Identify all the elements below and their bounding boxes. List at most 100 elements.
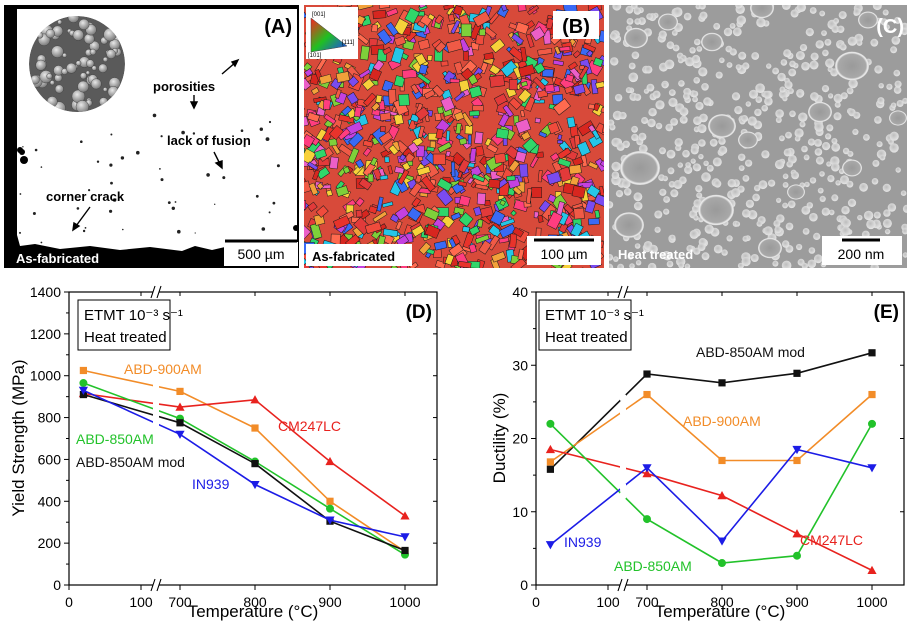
fine-precipitate xyxy=(664,59,675,70)
grain xyxy=(390,46,405,64)
fine-precipitate xyxy=(833,93,843,103)
fine-precipitate xyxy=(882,9,889,16)
fine-precipitate xyxy=(701,252,710,261)
grain xyxy=(537,89,548,99)
fine-precipitate xyxy=(732,27,742,37)
grain xyxy=(532,76,547,91)
fine-precipitate xyxy=(646,13,653,20)
fine-precipitate xyxy=(819,10,826,17)
fine-precipitate xyxy=(638,144,648,154)
data-point xyxy=(175,430,185,439)
fine-precipitate xyxy=(627,253,634,260)
panel-c-state-label: Heat treated xyxy=(618,247,693,262)
chart-e-legend-box xyxy=(538,299,632,351)
grain xyxy=(355,209,363,218)
fine-precipitate xyxy=(649,244,658,254)
grain xyxy=(495,128,510,140)
fine-precipitate xyxy=(685,162,691,168)
chart-d-legend-box xyxy=(77,299,171,351)
chart-e-x-axis-title: Temperature (°C) xyxy=(655,602,786,621)
grain xyxy=(404,7,420,24)
fine-precipitate xyxy=(831,194,839,202)
fine-precipitate xyxy=(814,148,823,156)
grain xyxy=(417,125,425,139)
grain xyxy=(304,133,315,149)
grain xyxy=(368,205,378,215)
fine-precipitate xyxy=(750,254,759,262)
fine-precipitate xyxy=(633,201,643,211)
grain xyxy=(498,113,510,128)
y-tick-label: 1400 xyxy=(30,284,61,300)
porosity-speck xyxy=(243,144,246,148)
grain xyxy=(440,60,449,67)
data-point xyxy=(251,424,259,432)
fine-precipitate xyxy=(647,118,656,128)
grain xyxy=(489,209,506,226)
axis-break-mark xyxy=(156,285,162,299)
powder-particle xyxy=(66,62,77,74)
porosity-speck xyxy=(276,164,280,168)
chart-d-label-abd-850am: ABD-850AM xyxy=(76,431,154,447)
data-point xyxy=(793,369,801,377)
data-point xyxy=(176,419,184,427)
grain xyxy=(426,146,435,152)
fine-precipitate xyxy=(674,138,683,147)
data-point xyxy=(326,497,334,505)
fine-precipitate xyxy=(824,38,832,46)
grain xyxy=(588,103,595,110)
panel-a: (A) porosities lack of fusion corner cra… xyxy=(4,5,299,268)
data-point xyxy=(643,390,651,399)
grain xyxy=(531,186,543,199)
grain xyxy=(382,228,399,238)
grain xyxy=(489,74,505,88)
grain xyxy=(334,88,342,99)
porosity-speck xyxy=(109,163,113,167)
data-point xyxy=(717,537,727,546)
grain xyxy=(550,152,560,162)
grain xyxy=(338,114,355,124)
fine-precipitate xyxy=(616,142,625,151)
porosity-speck xyxy=(268,120,272,124)
grain xyxy=(399,153,407,161)
grain xyxy=(385,21,399,37)
grain xyxy=(444,253,455,266)
fine-precipitate xyxy=(647,262,657,268)
coarse-precipitate xyxy=(842,159,862,177)
fine-precipitate xyxy=(662,251,671,260)
porosity-speck xyxy=(194,232,196,234)
fine-precipitate xyxy=(776,197,782,203)
series-line-in939 xyxy=(549,448,873,546)
fine-precipitate xyxy=(877,97,885,105)
data-point xyxy=(718,559,726,568)
fine-precipitate xyxy=(612,110,623,121)
grain xyxy=(424,224,441,239)
grain xyxy=(508,97,522,111)
fine-precipitate xyxy=(799,121,806,128)
grain xyxy=(457,158,471,174)
grain xyxy=(355,158,365,169)
fine-precipitate xyxy=(719,57,725,64)
fine-precipitate xyxy=(634,93,642,101)
data-point xyxy=(718,379,726,387)
powder-particle xyxy=(89,48,97,56)
fine-precipitate xyxy=(889,131,899,141)
grain xyxy=(570,222,584,238)
grain xyxy=(378,131,393,145)
fine-precipitate xyxy=(670,189,679,198)
porosity-speck xyxy=(82,229,86,233)
grain xyxy=(457,260,472,268)
grain xyxy=(380,126,386,133)
panel-a-letter: (A) xyxy=(264,16,292,38)
chart-e-y-axis-title: Ductility (%) xyxy=(490,393,509,484)
grain xyxy=(304,116,309,127)
fine-precipitate xyxy=(772,67,779,75)
panel-c-scalebar-label: 200 nm xyxy=(838,246,885,262)
grain xyxy=(432,248,442,259)
grain xyxy=(515,118,532,134)
porosity-speck xyxy=(122,228,124,231)
fine-precipitate xyxy=(692,163,701,172)
fine-precipitate xyxy=(691,90,699,98)
fine-precipitate xyxy=(662,82,668,89)
axis-break-mark xyxy=(623,578,629,592)
porosity-speck xyxy=(80,140,83,143)
